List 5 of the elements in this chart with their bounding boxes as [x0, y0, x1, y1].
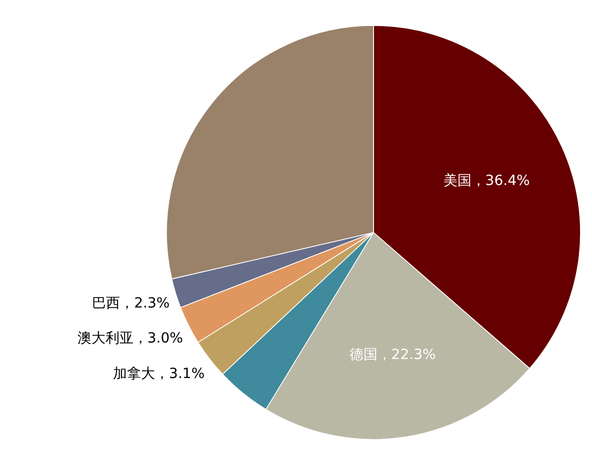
slice-label: 加拿大，3.1% [113, 366, 205, 382]
slice-label: 美国，36.4% [443, 173, 530, 190]
slice-label: 澳大利亚，3.0% [77, 330, 183, 347]
slice-label: 德国，22.3% [349, 347, 436, 364]
slice-label: 巴西，2.3% [92, 295, 170, 312]
